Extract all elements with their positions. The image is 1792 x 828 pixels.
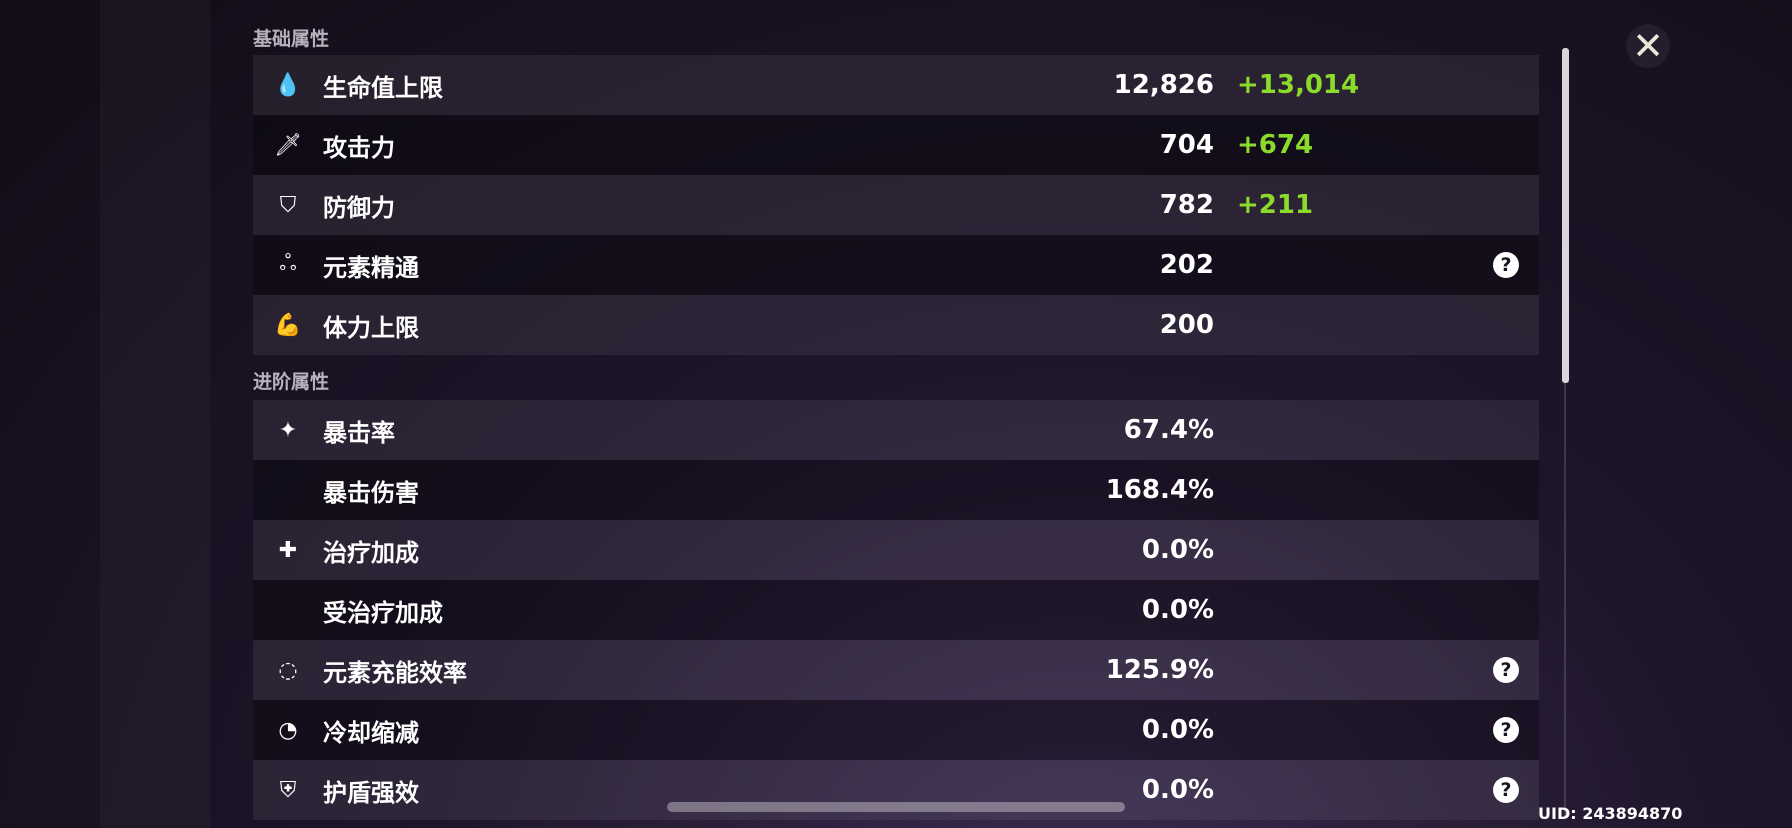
stat-bonus: +13,014 bbox=[1237, 70, 1360, 100]
no-icon bbox=[273, 595, 303, 625]
energy-recharge-icon: ◌ bbox=[278, 657, 298, 683]
stat-label: 生命值上限 bbox=[323, 73, 443, 102]
shield-strength-icon: ⛨ bbox=[279, 777, 297, 803]
stat-row: 🗡 攻击力 704 +674 bbox=[253, 115, 1539, 175]
help-icon[interactable]: ? bbox=[1493, 717, 1519, 743]
stat-value: 0.0% bbox=[1141, 715, 1214, 745]
help-icon[interactable]: ? bbox=[1493, 657, 1519, 683]
shield-icon: ⛉ bbox=[279, 192, 297, 218]
crit-rate-icon: ✦ bbox=[278, 417, 298, 443]
stat-value: 202 bbox=[1159, 250, 1214, 280]
stat-value: 704 bbox=[1159, 130, 1214, 160]
stat-row: 暴击伤害 168.4% bbox=[253, 460, 1539, 520]
stat-row: 💧 生命值上限 12,826 +13,014 bbox=[253, 55, 1539, 115]
close-icon: ✕ bbox=[1632, 24, 1664, 68]
sword-icon: 🗡 bbox=[274, 132, 302, 158]
stat-label: 受治疗加成 bbox=[323, 598, 443, 627]
help-icon[interactable]: ? bbox=[1493, 252, 1519, 278]
stamina-icon: 💪 bbox=[274, 312, 302, 338]
stat-value: 200 bbox=[1159, 310, 1214, 340]
stat-bonus: +674 bbox=[1237, 130, 1314, 160]
stat-row: ◌ 元素充能效率 125.9%? bbox=[253, 640, 1539, 700]
stat-bonus: +211 bbox=[1237, 190, 1314, 220]
stat-value: 0.0% bbox=[1141, 595, 1214, 625]
stat-row: 受治疗加成 0.0% bbox=[253, 580, 1539, 640]
stat-value: 12,826 bbox=[1113, 70, 1214, 100]
help-icon[interactable]: ? bbox=[1493, 777, 1519, 803]
stat-label: 治疗加成 bbox=[323, 538, 419, 567]
stat-value: 168.4% bbox=[1105, 475, 1214, 505]
basic-stats-heading: 基础属性 bbox=[253, 28, 330, 50]
stat-label: 护盾强效 bbox=[323, 778, 419, 807]
scroll-track bbox=[1564, 48, 1566, 818]
elemental-mastery-icon: ஃ bbox=[279, 251, 297, 276]
stat-label: 暴击伤害 bbox=[323, 478, 419, 507]
stat-row: ✚ 治疗加成 0.0% bbox=[253, 520, 1539, 580]
stat-row: ⛨ 护盾强效 0.0%? bbox=[253, 760, 1539, 820]
stat-label: 体力上限 bbox=[323, 313, 419, 342]
stat-row: ◔ 冷却缩减 0.0%? bbox=[253, 700, 1539, 760]
stat-label: 元素充能效率 bbox=[323, 658, 467, 687]
stat-label: 冷却缩减 bbox=[323, 718, 419, 747]
hp-drop-icon: 💧 bbox=[274, 72, 302, 98]
stat-row: ஃ 元素精通 202? bbox=[253, 235, 1539, 295]
home-indicator[interactable] bbox=[667, 802, 1125, 812]
healing-cross-icon: ✚ bbox=[278, 537, 298, 563]
stat-value: 0.0% bbox=[1141, 775, 1214, 805]
no-icon bbox=[273, 475, 303, 505]
uid-label: UID: 243894870 bbox=[1538, 804, 1683, 823]
stat-row: ⛉ 防御力 782 +211 bbox=[253, 175, 1539, 235]
cooldown-icon: ◔ bbox=[278, 717, 298, 743]
stat-label: 元素精通 bbox=[323, 253, 419, 282]
stat-row: ✦ 暴击率 67.4% bbox=[253, 400, 1539, 460]
stat-label: 防御力 bbox=[323, 193, 395, 222]
stat-row: 💪 体力上限 200 bbox=[253, 295, 1539, 355]
stat-value: 0.0% bbox=[1141, 535, 1214, 565]
stat-label: 暴击率 bbox=[323, 418, 395, 447]
close-button[interactable]: ✕ bbox=[1626, 24, 1670, 68]
character-sidebar-backdrop bbox=[100, 0, 210, 828]
stat-value: 125.9% bbox=[1105, 655, 1214, 685]
stat-value: 67.4% bbox=[1123, 415, 1214, 445]
stat-label: 攻击力 bbox=[323, 133, 395, 162]
stat-value: 782 bbox=[1159, 190, 1214, 220]
advanced-stats-heading: 进阶属性 bbox=[253, 371, 330, 393]
vertical-scrollbar[interactable] bbox=[1562, 48, 1569, 383]
